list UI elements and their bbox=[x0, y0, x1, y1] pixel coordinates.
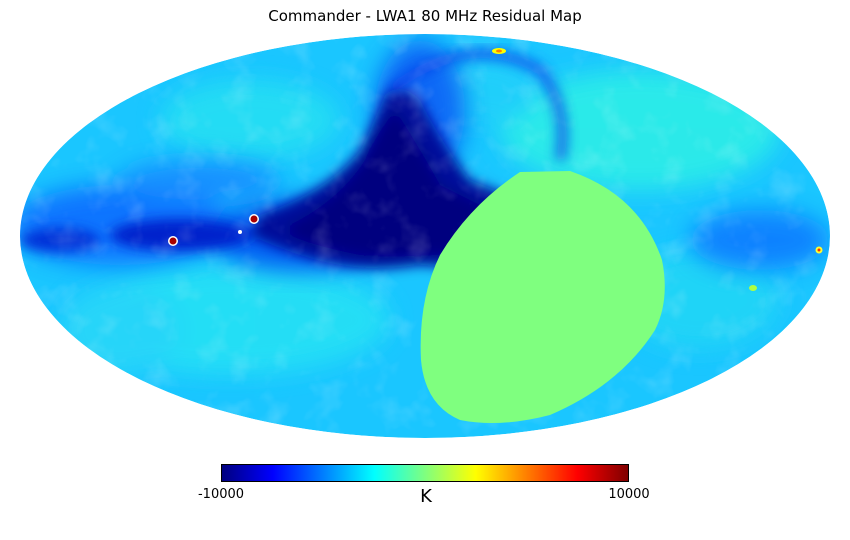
colorbar-unit-label: K bbox=[420, 486, 432, 507]
point-sources bbox=[168, 48, 823, 291]
point-source bbox=[238, 230, 242, 234]
masked-region bbox=[420, 171, 665, 424]
colorbar bbox=[221, 464, 629, 482]
map-title: Commander - LWA1 80 MHz Residual Map bbox=[268, 7, 582, 25]
colorbar-min-label: -10000 bbox=[197, 487, 245, 502]
point-source bbox=[250, 215, 258, 223]
sky-map bbox=[20, 34, 830, 438]
point-source bbox=[169, 237, 177, 245]
point-source bbox=[817, 248, 821, 252]
colorbar-max-label: 10000 bbox=[608, 487, 650, 502]
point-source bbox=[749, 285, 757, 291]
point-source bbox=[496, 49, 502, 53]
